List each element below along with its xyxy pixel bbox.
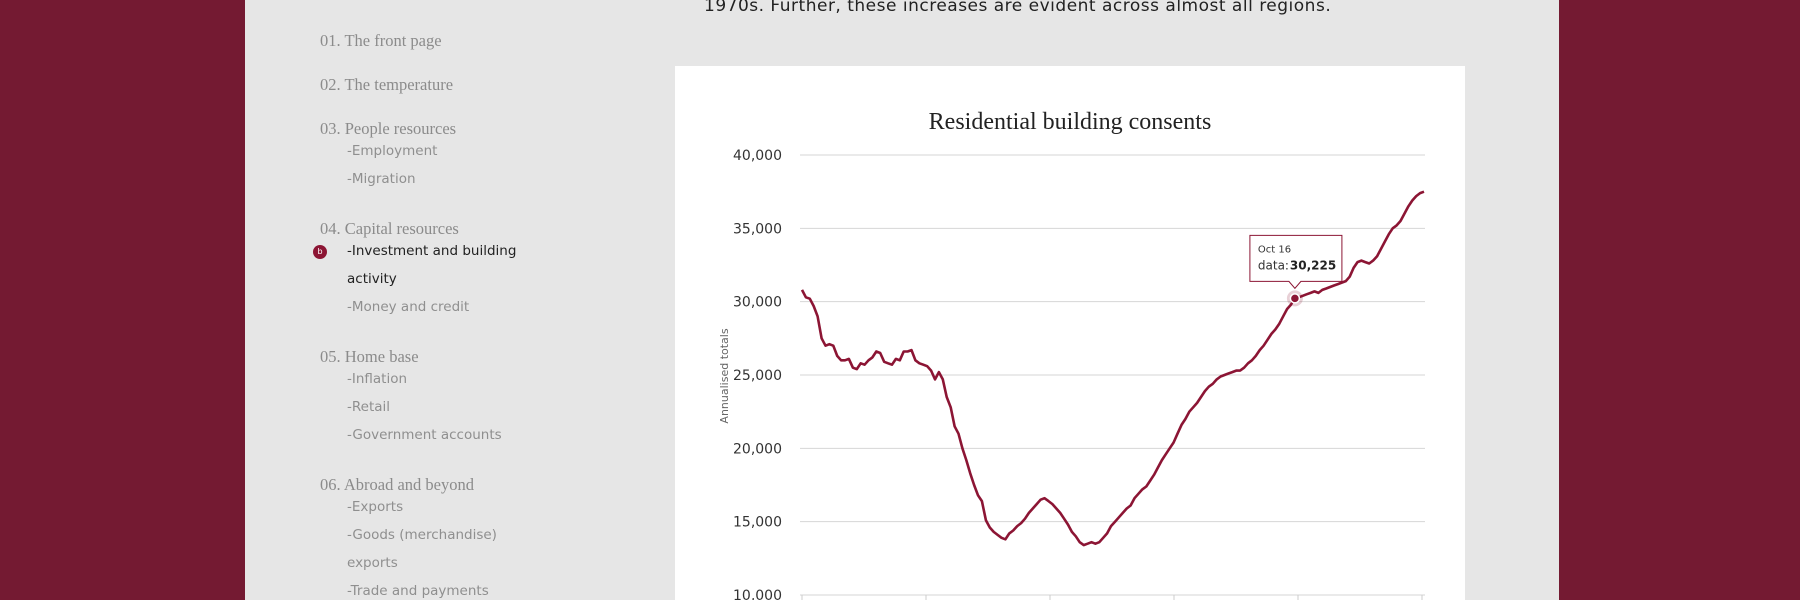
toc-item-trade-payments[interactable]: -Trade and payments bbox=[347, 583, 489, 599]
y-tick-label: 35,000 bbox=[733, 221, 782, 237]
y-tick-label: 10,000 bbox=[733, 588, 782, 600]
chart-card: Residential building consents 10,000 15,00… bbox=[675, 66, 1465, 600]
chart-title: Residential building consents bbox=[929, 109, 1212, 135]
toc-section-people-resources[interactable]: 03. People resources bbox=[320, 119, 457, 138]
toc-item-investment-building-cont[interactable]: activity bbox=[347, 271, 397, 287]
tooltip-value: 30,225 bbox=[1290, 258, 1336, 272]
toc-section-temperature[interactable]: 02. The temperature bbox=[320, 75, 454, 94]
toc-item-money-credit[interactable]: -Money and credit bbox=[347, 299, 470, 315]
y-tick-label: 40,000 bbox=[733, 148, 782, 164]
toc-item-government-accounts[interactable]: -Government accounts bbox=[347, 427, 502, 443]
chart-svg[interactable]: Residential building consents 10,000 15,00… bbox=[675, 66, 1465, 600]
y-tick-label: 30,000 bbox=[733, 295, 782, 311]
highlighted-point bbox=[1289, 293, 1301, 304]
series-line bbox=[800, 190, 1425, 547]
toc-section-abroad-beyond[interactable]: 06. Abroad and beyond bbox=[320, 475, 474, 494]
y-tick-label: 25,000 bbox=[733, 368, 782, 384]
y-axis-title: Annualised totals bbox=[718, 328, 731, 423]
toc-section-capital-resources[interactable]: 04. Capital resources bbox=[320, 219, 459, 238]
toc-item-investment-building[interactable]: -Investment and building bbox=[347, 243, 517, 259]
toc-item-goods-exports-cont[interactable]: exports bbox=[347, 555, 398, 571]
active-section-marker: b bbox=[313, 245, 327, 259]
toc-item-retail[interactable]: -Retail bbox=[347, 399, 391, 415]
toc-item-exports[interactable]: -Exports bbox=[347, 499, 404, 515]
page-background: 1970s. Further, these increases are evid… bbox=[245, 0, 1559, 600]
toc-item-migration[interactable]: -Migration bbox=[347, 171, 416, 187]
y-tick-label: 15,000 bbox=[733, 515, 782, 531]
toc-section-home-base[interactable]: 05. Home base bbox=[320, 347, 419, 366]
intro-paragraph: 1970s. Further, these increases are evid… bbox=[704, 0, 1332, 16]
y-tick-label: 20,000 bbox=[733, 441, 782, 457]
toc-item-employment[interactable]: -Employment bbox=[347, 143, 438, 159]
toc-item-goods-exports[interactable]: -Goods (merchandise) bbox=[347, 527, 497, 543]
toc-section-front-page[interactable]: 01. The front page bbox=[320, 31, 442, 50]
tooltip-box bbox=[1249, 234, 1343, 290]
tooltip-series-label: data: bbox=[1258, 258, 1289, 272]
tooltip-date: Oct 16 bbox=[1258, 244, 1291, 255]
toc-item-inflation[interactable]: -Inflation bbox=[347, 371, 408, 387]
